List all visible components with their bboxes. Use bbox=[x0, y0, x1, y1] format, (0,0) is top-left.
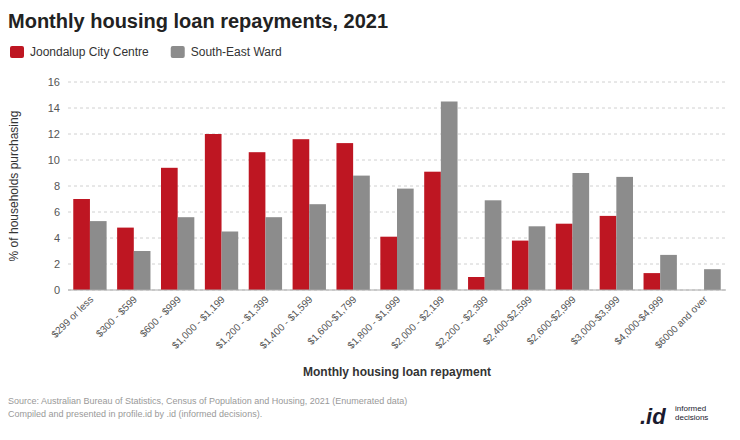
x-tick-label: $6000 and over bbox=[653, 293, 710, 350]
bar bbox=[704, 269, 721, 290]
bar bbox=[397, 189, 414, 290]
bar bbox=[572, 173, 589, 290]
bar bbox=[293, 139, 310, 290]
bar bbox=[556, 224, 573, 290]
bar bbox=[90, 221, 107, 290]
bar bbox=[117, 228, 134, 290]
bar bbox=[441, 102, 458, 291]
y-tick-label: 6 bbox=[54, 206, 60, 218]
bar bbox=[380, 237, 397, 290]
y-tick-label: 10 bbox=[48, 154, 60, 166]
bar bbox=[529, 226, 546, 290]
bars bbox=[73, 102, 720, 291]
legend-swatch bbox=[10, 46, 24, 58]
bar bbox=[600, 216, 617, 290]
grid-line bbox=[68, 290, 726, 291]
bar bbox=[353, 176, 370, 290]
bar bbox=[644, 273, 661, 290]
grid-line bbox=[68, 134, 726, 135]
legend-label: Joondalup City Centre bbox=[30, 45, 149, 59]
x-tick-label: $600 - $999 bbox=[138, 293, 184, 339]
title: Monthly housing loan repayments, 2021 bbox=[8, 10, 388, 32]
source-note: Source: Australian Bureau of Statistics,… bbox=[8, 396, 407, 419]
bar bbox=[178, 217, 195, 290]
y-tick-label: 2 bbox=[54, 258, 60, 270]
y-tick-label: 14 bbox=[48, 102, 60, 114]
bar bbox=[660, 255, 677, 290]
bar bbox=[424, 172, 441, 290]
y-tick-label: 16 bbox=[48, 76, 60, 88]
x-tick-label: $300 - $599 bbox=[94, 293, 140, 339]
legend-swatch bbox=[171, 46, 185, 58]
bar bbox=[485, 200, 502, 290]
logo-text-line: decisions bbox=[675, 413, 708, 422]
y-axis: 0 2 4 6 8 10 12 14 16 bbox=[48, 76, 726, 296]
bar bbox=[161, 168, 178, 290]
bar bbox=[512, 241, 529, 290]
logo-mark: .id bbox=[640, 404, 666, 429]
x-axis-line bbox=[68, 290, 726, 291]
source-note-line: Source: Australian Bureau of Statistics,… bbox=[8, 396, 407, 406]
y-axis-label: % of households purchasing bbox=[7, 111, 21, 262]
source-note-line: Compiled and presented in profile.id by … bbox=[8, 409, 262, 419]
bar bbox=[265, 217, 282, 290]
y-tick-label: 12 bbox=[48, 128, 60, 140]
grid-line bbox=[68, 160, 726, 161]
chart: Monthly housing loan repayments, 2021 Joo… bbox=[0, 0, 740, 440]
bar bbox=[205, 134, 222, 290]
grid-line bbox=[68, 82, 726, 83]
logo-mark-line: .id bbox=[640, 404, 666, 429]
grid-line bbox=[68, 108, 726, 109]
bar bbox=[222, 232, 239, 291]
x-tick-label: $1,400 - $1,599 bbox=[257, 293, 315, 351]
x-axis: $299 or less$300 - $599$600 - $999$1,000… bbox=[49, 293, 710, 351]
legend: Joondalup City Centre South-East Ward bbox=[10, 45, 282, 59]
bar bbox=[616, 177, 633, 290]
bar bbox=[73, 199, 90, 290]
y-tick-label: 0 bbox=[54, 284, 60, 296]
x-tick-label: $2,200 - $2,399 bbox=[433, 293, 491, 351]
y-tick-label: 8 bbox=[54, 180, 60, 192]
logo-text: informeddecisions bbox=[675, 404, 708, 422]
bar bbox=[336, 143, 353, 290]
legend-label: South-East Ward bbox=[191, 45, 282, 59]
bar bbox=[134, 251, 151, 290]
logo-text-line: informed bbox=[675, 404, 706, 413]
bar bbox=[249, 152, 266, 290]
x-axis-label: Monthly housing loan repayment bbox=[303, 365, 491, 379]
x-tick-label: $299 or less bbox=[49, 294, 95, 340]
bar bbox=[309, 204, 326, 290]
y-tick-label: 4 bbox=[54, 232, 60, 244]
bar bbox=[468, 277, 485, 290]
